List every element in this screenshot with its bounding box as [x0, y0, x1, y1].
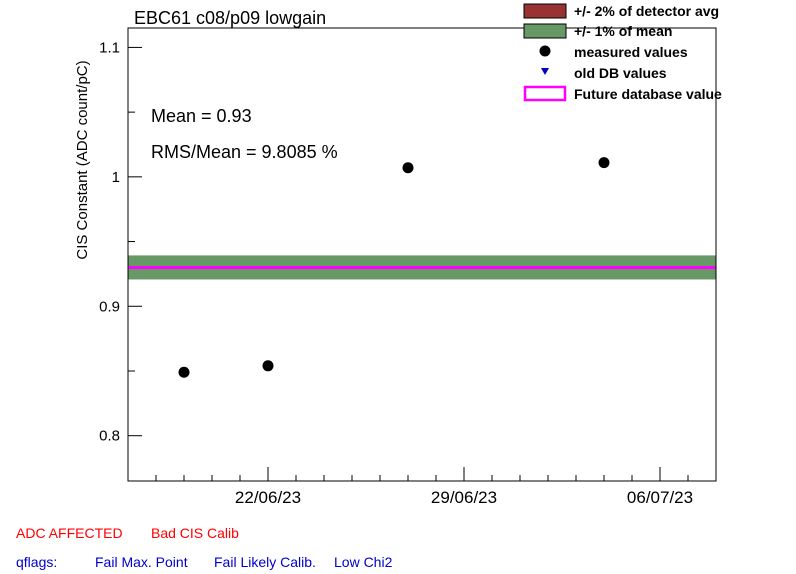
legend-marker-measured — [539, 45, 551, 57]
legend: +/- 2% of detector avg +/- 1% of mean me… — [523, 3, 722, 102]
legend-label-detector-avg: +/- 2% of detector avg — [574, 3, 719, 19]
x-tick-label: 06/07/23 — [627, 488, 693, 507]
plot-frame — [127, 27, 717, 482]
fail-max-point-flag: Fail Max. Point — [95, 554, 188, 570]
bad-cis-flag: Bad CIS Calib — [151, 525, 239, 541]
y-axis-label: CIS Constant (ADC count/pC) — [74, 60, 91, 259]
rms-annotation: RMS/Mean = 9.8085 % — [151, 142, 338, 162]
fail-likely-calib-flag: Fail Likely Calib. — [214, 554, 316, 570]
legend-label-future-db: Future database value — [574, 86, 722, 102]
legend-label-old-db: old DB values — [574, 65, 667, 81]
legend-label-measured: measured values — [574, 44, 688, 60]
y-tick-label: 1 — [112, 169, 120, 186]
x-tick-label: 29/06/23 — [431, 488, 497, 507]
measured-point — [178, 366, 190, 378]
legend-label-mean-band: +/- 1% of mean — [574, 23, 672, 39]
chart-title: EBC61 c08/p09 lowgain — [134, 8, 326, 28]
legend-swatch-detector-avg — [523, 3, 567, 19]
low-chi2-flag: Low Chi2 — [334, 554, 393, 570]
adc-affected-flag: ADC AFFECTED — [16, 525, 123, 541]
y-tick-label: 0.8 — [99, 428, 120, 445]
measured-point — [262, 360, 274, 372]
y-tick-label: 0.9 — [99, 298, 120, 315]
measured-point — [402, 162, 414, 174]
x-tick-label: 22/06/23 — [235, 488, 301, 507]
measured-point — [598, 157, 610, 169]
qflags-label: qflags: — [16, 554, 58, 570]
mean-annotation: Mean = 0.93 — [151, 106, 252, 126]
legend-marker-old-db — [541, 68, 549, 75]
legend-swatch-mean-band — [523, 23, 567, 39]
legend-swatch-future-db — [523, 85, 567, 102]
y-tick-label: 1.1 — [99, 39, 120, 56]
